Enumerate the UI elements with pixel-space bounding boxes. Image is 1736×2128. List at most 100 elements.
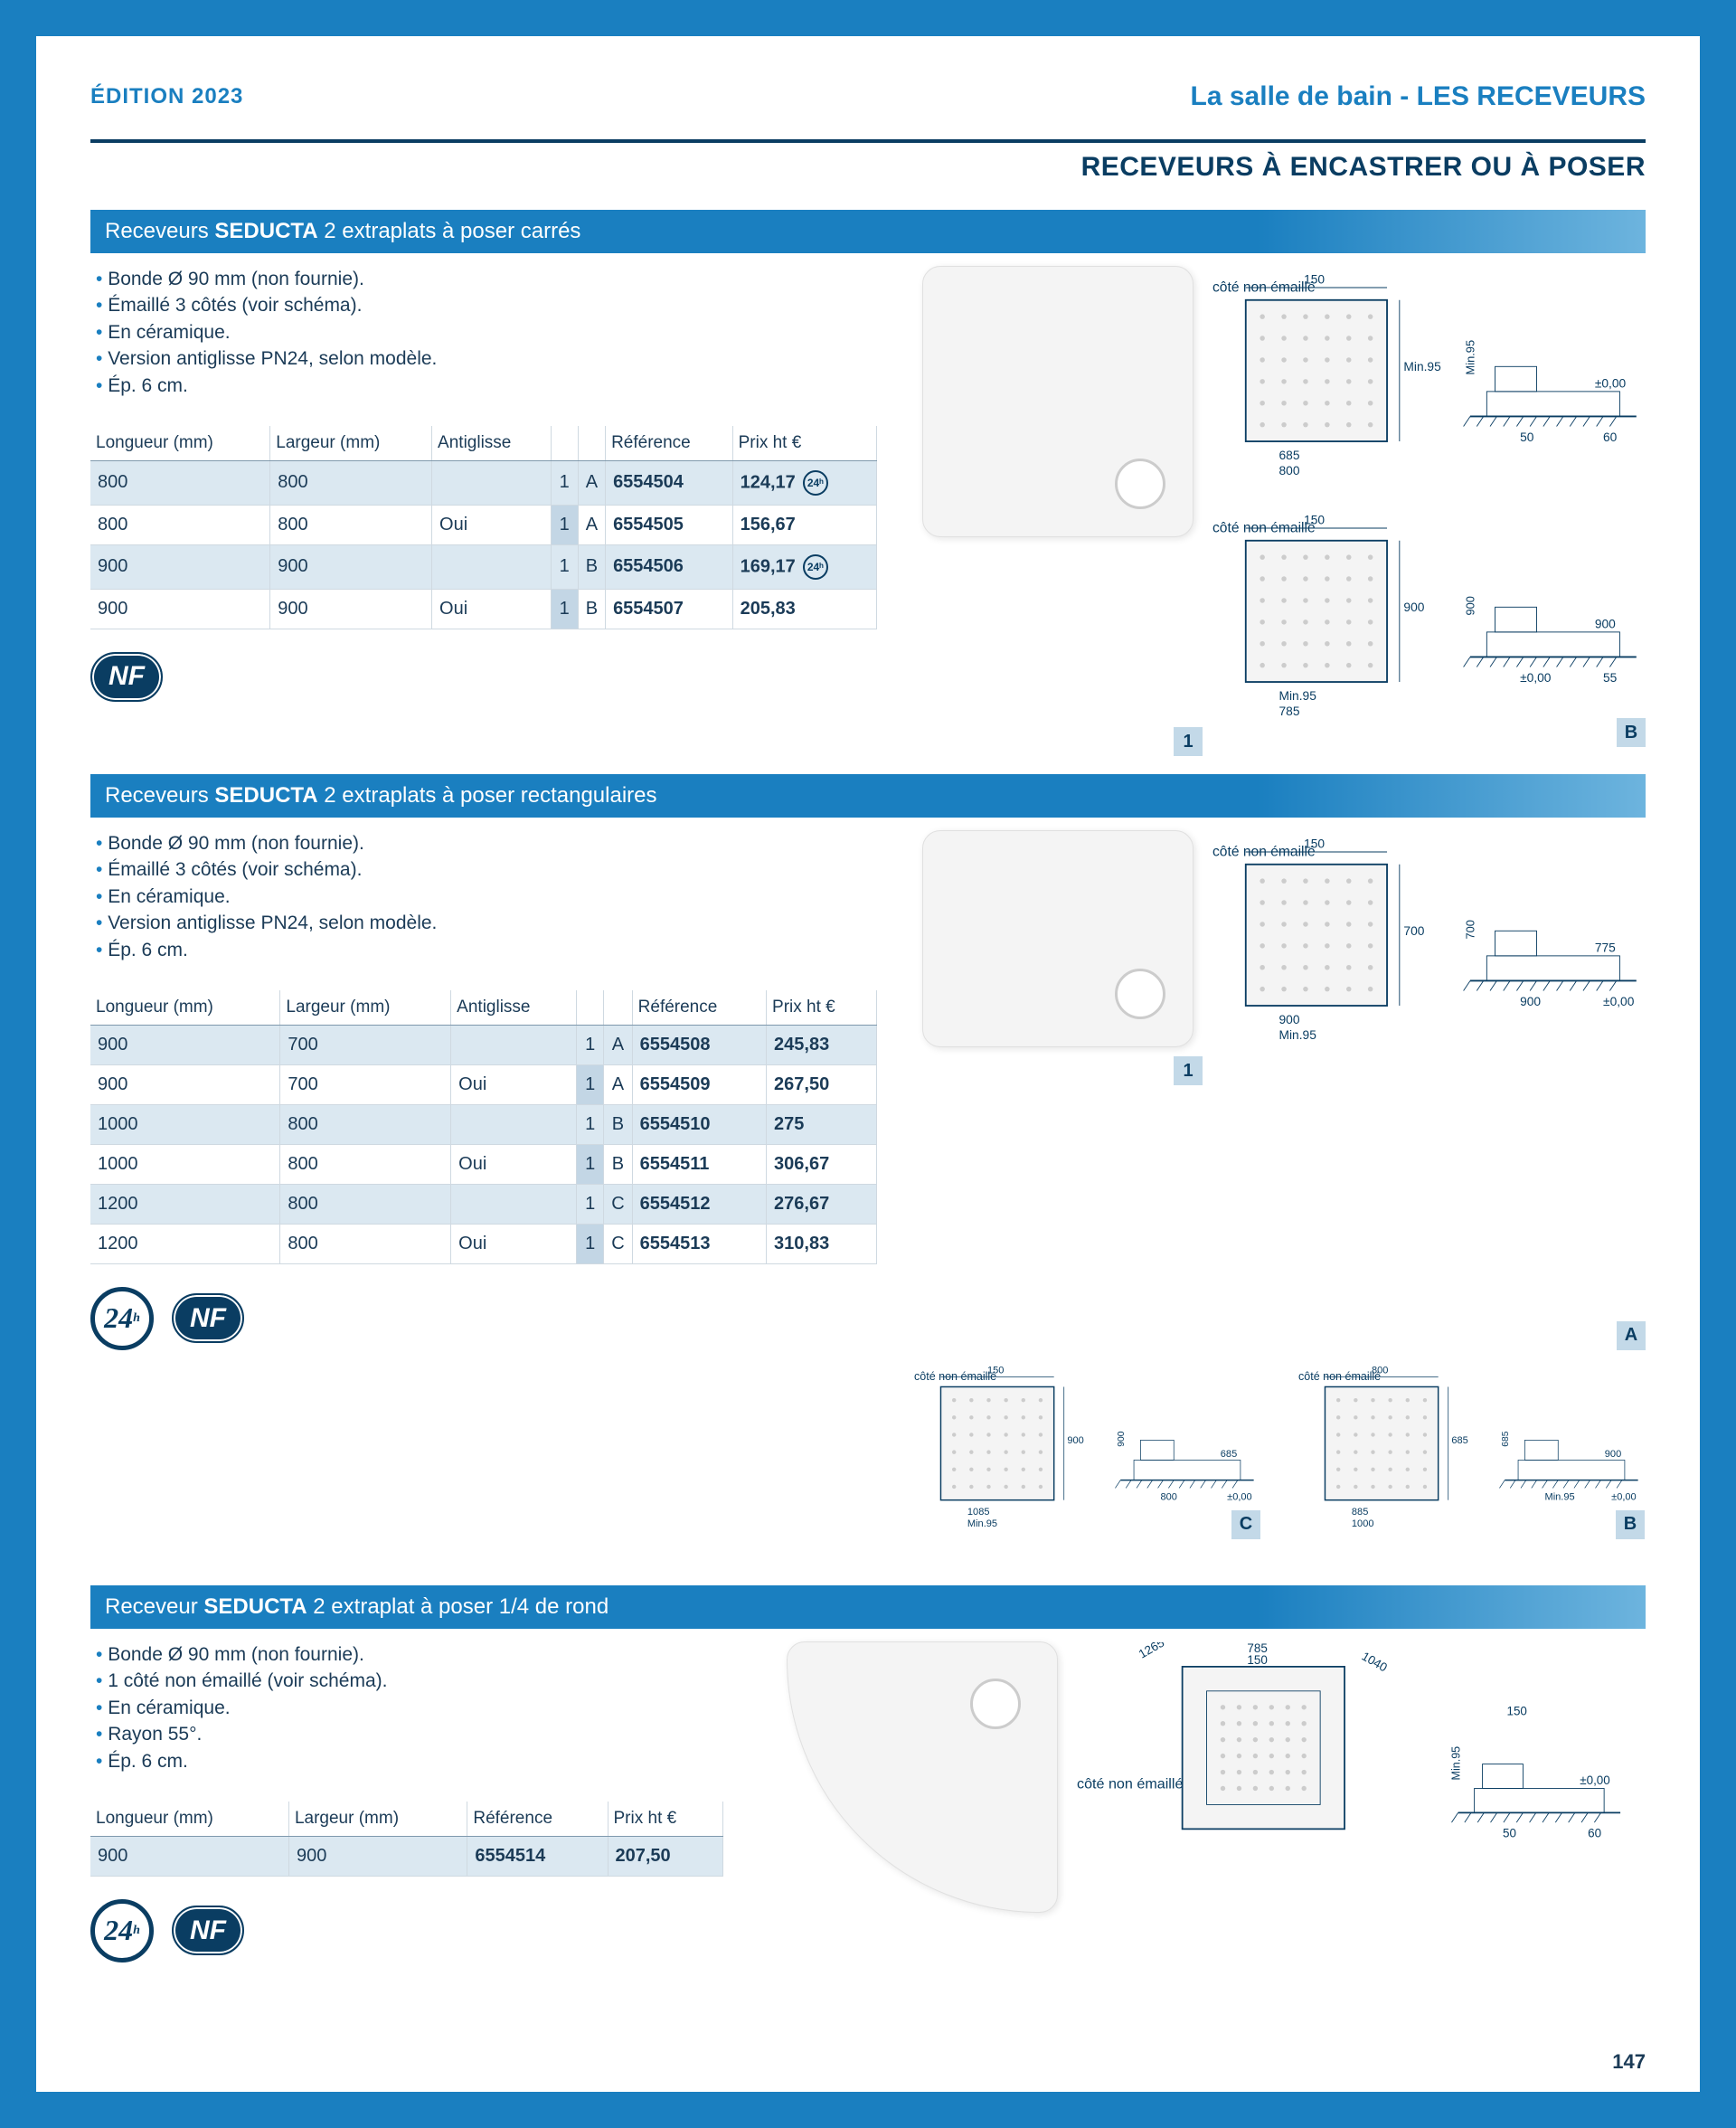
diagram-tag: A [1617, 1321, 1646, 1350]
table-cell: 124,1724ʰ [732, 460, 876, 505]
table-header [578, 426, 605, 461]
svg-text:800: 800 [1279, 464, 1300, 478]
table-cell: 6554511 [632, 1144, 766, 1184]
product-table: Longueur (mm)Largeur (mm)RéférencePrix h… [90, 1802, 723, 1877]
feature-item: Bonde Ø 90 mm (non fournie). [96, 266, 877, 292]
table-cell: Oui [432, 589, 552, 629]
table-header: Prix ht € [608, 1802, 723, 1837]
table-cell: 1 [577, 1064, 604, 1104]
main-title: RECEVEURS À ENCASTRER OU À POSER [1081, 152, 1646, 182]
svg-text:900: 900 [1464, 596, 1477, 615]
svg-text:Min.95: Min.95 [1279, 689, 1317, 703]
svg-text:±0,00: ±0,00 [1611, 1492, 1637, 1503]
table-cell: Oui [451, 1144, 577, 1184]
table-cell: 900 [270, 544, 432, 589]
table-cell: 800 [280, 1184, 451, 1224]
table-cell: 900 [288, 1836, 467, 1876]
table-cell: 6554507 [606, 589, 733, 629]
feature-item: Émaillé 3 côtés (voir schéma). [96, 292, 877, 318]
svg-text:150: 150 [987, 1366, 1004, 1376]
feature-item: Ép. 6 cm. [96, 937, 877, 963]
table-cell: 6554505 [606, 505, 733, 544]
certification-logos: 24hNF [90, 1899, 723, 1962]
table-cell: 900 [90, 1836, 288, 1876]
svg-text:±0,00: ±0,00 [1520, 671, 1552, 685]
table-header [577, 990, 604, 1026]
svg-text:±0,00: ±0,00 [1603, 995, 1635, 1008]
table-cell: 205,83 [732, 589, 876, 629]
table-cell: Oui [432, 505, 552, 544]
table-cell: 800 [280, 1104, 451, 1144]
svg-text:685: 685 [1221, 1449, 1237, 1460]
table-cell: A [604, 1025, 632, 1064]
table-cell: 1 [577, 1025, 604, 1064]
svg-text:800: 800 [1161, 1492, 1177, 1503]
table-row: 9009006554514207,50 [90, 1836, 723, 1876]
svg-text:775: 775 [1595, 941, 1616, 954]
table-cell: 6554512 [632, 1184, 766, 1224]
feature-item: Ép. 6 cm. [96, 373, 877, 399]
table-cell: Oui [451, 1064, 577, 1104]
table-cell: 267,50 [767, 1064, 877, 1104]
feature-item: Émaillé 3 côtés (voir schéma). [96, 856, 877, 883]
table-cell: 800 [280, 1144, 451, 1184]
table-cell: 156,67 [732, 505, 876, 544]
table-row: 1000800Oui1B6554511306,67 [90, 1144, 877, 1184]
table-cell: 900 [90, 589, 270, 629]
table-header: Largeur (mm) [288, 1802, 467, 1837]
svg-text:685: 685 [1451, 1435, 1467, 1446]
technical-diagram: côté non émaillé 150 900 1085 Min.95 685… [914, 1360, 1260, 1534]
table-cell: A [578, 505, 605, 544]
product-photo [787, 1641, 1058, 1913]
table-cell: 6554513 [632, 1224, 766, 1263]
table-cell: 276,67 [767, 1184, 877, 1224]
table-cell: 1200 [90, 1184, 280, 1224]
feature-item: Version antiglisse PN24, selon modèle. [96, 910, 877, 936]
table-row: 8008001A6554504124,1724ʰ [90, 460, 877, 505]
product-photo [922, 830, 1194, 1047]
table-cell: 306,67 [767, 1144, 877, 1184]
table-cell: C [604, 1224, 632, 1263]
table-header: Largeur (mm) [280, 990, 451, 1026]
table-cell: 6554514 [467, 1836, 608, 1876]
svg-text:1040: 1040 [1360, 1650, 1390, 1675]
table-cell: 800 [270, 460, 432, 505]
table-cell: 700 [280, 1025, 451, 1064]
product-table: Longueur (mm)Largeur (mm)AntiglisseRéfér… [90, 426, 877, 629]
category-label: La salle de bain - LES RECEVEURS [1191, 81, 1646, 112]
product-table: Longueur (mm)Largeur (mm)AntiglisseRéfér… [90, 990, 877, 1264]
table-header: Prix ht € [732, 426, 876, 461]
table-cell [432, 460, 552, 505]
technical-diagram: côté non émaillé 150 900 Min.95 785 900 … [1212, 507, 1645, 724]
table-header: Prix ht € [767, 990, 877, 1026]
table-row: 1200800Oui1C6554513310,83 [90, 1224, 877, 1263]
technical-diagram: côté non émaillé 800 685 885 1000 900 68… [1298, 1360, 1645, 1534]
table-cell [451, 1104, 577, 1144]
feature-item: Bonde Ø 90 mm (non fournie). [96, 830, 877, 856]
badge-24h-icon: 24ʰ [803, 554, 828, 580]
feature-item: Ép. 6 cm. [96, 1748, 723, 1774]
table-header: Longueur (mm) [90, 1802, 288, 1837]
svg-text:55: 55 [1603, 671, 1618, 685]
table-row: 900900Oui1B6554507205,83 [90, 589, 877, 629]
logo-24h-icon: 24h [90, 1899, 154, 1962]
page-number: 147 [1612, 2050, 1646, 2074]
svg-text:50: 50 [1520, 430, 1534, 444]
feature-item: En céramique. [96, 1695, 723, 1721]
technical-diagram: côté non émaillé 150 Min.95 685 800 ±0,0… [1212, 267, 1645, 483]
table-cell: A [578, 460, 605, 505]
svg-text:900: 900 [1117, 1431, 1127, 1446]
svg-text:Min.95: Min.95 [1545, 1492, 1575, 1503]
table-cell: 1 [551, 505, 578, 544]
table-cell: 245,83 [767, 1025, 877, 1064]
table-cell: 6554510 [632, 1104, 766, 1144]
svg-text:1000: 1000 [1352, 1518, 1374, 1529]
diagram-tag: B [1616, 1510, 1645, 1539]
table-cell: 900 [90, 544, 270, 589]
table-cell [432, 544, 552, 589]
feature-item: En céramique. [96, 319, 877, 345]
svg-text:150: 150 [1304, 272, 1325, 286]
table-cell: 1 [551, 589, 578, 629]
svg-text:685: 685 [1279, 449, 1300, 462]
product-photo [922, 266, 1194, 537]
